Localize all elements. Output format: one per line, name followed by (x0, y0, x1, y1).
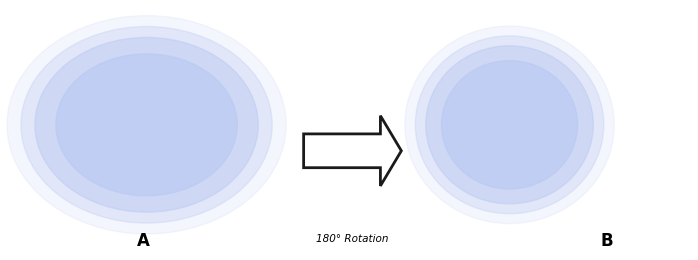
Text: A: A (137, 232, 149, 250)
Ellipse shape (21, 27, 272, 223)
Text: B: B (601, 232, 614, 250)
Ellipse shape (7, 16, 286, 234)
Text: 180° Rotation: 180° Rotation (316, 235, 389, 244)
Ellipse shape (405, 26, 614, 224)
Polygon shape (304, 116, 401, 186)
Ellipse shape (426, 46, 593, 204)
Ellipse shape (35, 37, 258, 212)
Ellipse shape (441, 61, 578, 189)
Ellipse shape (415, 36, 604, 214)
Ellipse shape (56, 54, 237, 196)
